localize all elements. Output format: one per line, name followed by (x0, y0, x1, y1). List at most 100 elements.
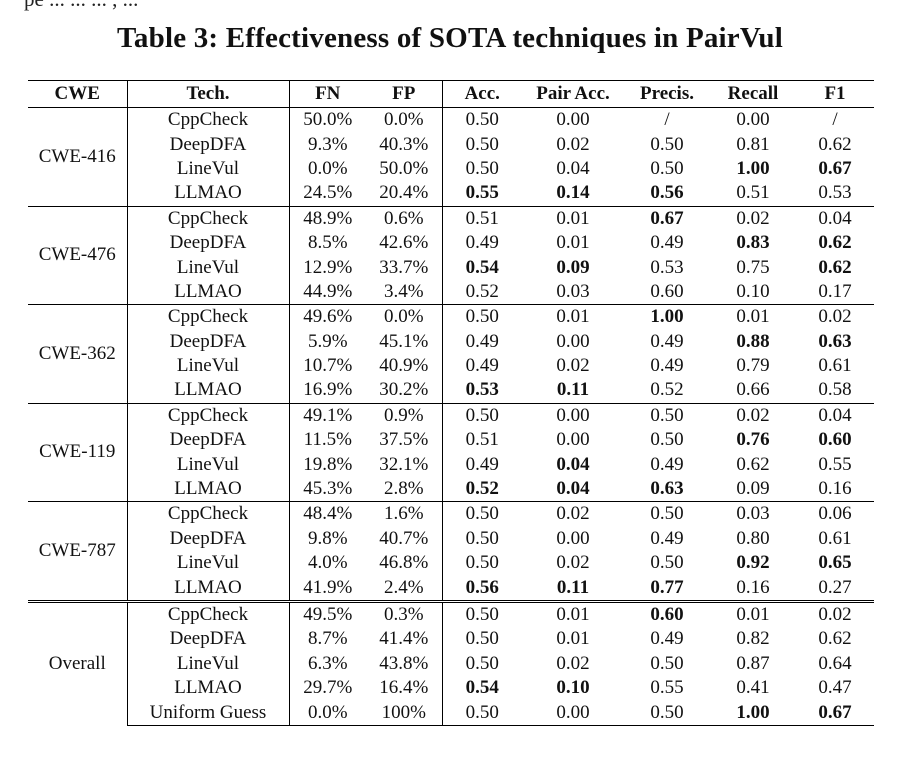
tech-cell: LineVul (127, 551, 290, 576)
pair-acc-cell: 0.00 (522, 700, 624, 726)
table-row: LineVul 6.3% 43.8% 0.50 0.02 0.50 0.87 0.64 (28, 651, 874, 676)
recall-cell: 0.41 (736, 677, 770, 699)
f1-cell: 0.62 (818, 628, 852, 650)
cwe-group-label: CWE-416 (28, 107, 128, 207)
fn-cell: 9.8% (307, 527, 348, 549)
precis-cell: 0.49 (650, 232, 684, 254)
fn-cell: 44.9% (303, 280, 353, 302)
f1-cell: 0.55 (818, 453, 852, 475)
pair-acc-cell: 0.04 (556, 453, 590, 475)
acc-cell: 0.50 (442, 402, 522, 429)
fp-cell: 40.7% (366, 526, 443, 552)
tech-cell: DeepDFA (127, 627, 290, 652)
table-row: LineVul 0.0% 50.0% 0.50 0.04 0.50 1.00 0.67 (28, 156, 874, 182)
fp-cell: 32.1% (366, 452, 443, 477)
f1-cell: 0.27 (818, 576, 852, 598)
pair-acc-cell: 0.00 (556, 527, 590, 549)
fp-cell: 41.4% (366, 627, 443, 652)
recall-cell: 0.79 (736, 355, 770, 377)
acc-cell: 0.50 (442, 501, 522, 527)
header-fp: FP (366, 80, 443, 108)
precis-cell: 0.56 (650, 182, 684, 204)
table-row: LineVul 10.7% 40.9% 0.49 0.02 0.49 0.79 0.61 (28, 353, 874, 379)
acc-cell: 0.56 (465, 576, 499, 598)
acc-cell: 0.51 (442, 205, 522, 231)
acc-cell: 0.50 (465, 157, 499, 179)
acc-cell: 0.49 (465, 355, 499, 377)
precis-cell: 0.50 (624, 700, 710, 726)
fp-cell: 33.7% (366, 255, 443, 280)
fp-cell: 20.4% (366, 181, 443, 207)
acc-cell: 0.50 (442, 700, 522, 726)
fp-cell: 0.9% (366, 402, 443, 429)
f1-cell: 0.02 (796, 599, 874, 628)
fp-cell: 43.8% (366, 651, 443, 676)
fp-cell: 46.8% (366, 551, 443, 576)
recall-cell: 0.02 (710, 205, 796, 231)
acc-cell: 0.50 (465, 527, 499, 549)
f1-cell: 0.53 (818, 182, 852, 204)
precis-cell: 0.49 (650, 330, 684, 352)
tech-cell: LineVul (127, 156, 290, 182)
fn-cell: 11.5% (303, 429, 352, 451)
fn-cell: 0.0% (289, 700, 366, 726)
pair-acc-cell: 0.01 (556, 232, 590, 254)
fn-cell: 49.6% (289, 304, 366, 330)
fp-cell: 100% (366, 700, 443, 726)
recall-cell: 1.00 (710, 700, 796, 726)
fn-cell: 49.1% (289, 402, 366, 429)
recall-cell: 0.03 (710, 501, 796, 527)
f1-cell: 0.62 (818, 232, 852, 254)
acc-cell: 0.50 (465, 628, 499, 650)
f1-cell: / (832, 109, 838, 131)
f1-cell: 0.63 (818, 330, 852, 352)
previous-text-cutoff: pe ... ... ... , ... (24, 0, 138, 12)
table-row: CWE-362 CppCheck 49.6% 0.0% 0.50 0.01 1.00 0.01… (28, 304, 874, 404)
recall-cell: 0.01 (710, 599, 796, 628)
pair-acc-cell: 0.01 (522, 304, 624, 330)
fp-cell: 2.4% (366, 575, 443, 602)
tech-cell: DeepDFA (127, 428, 290, 453)
pair-acc-cell: 0.04 (556, 478, 590, 500)
fp-cell: 16.4% (366, 675, 443, 701)
cwe-group-label: CWE-119 (28, 402, 128, 502)
table-row: DeepDFA 5.9% 45.1% 0.49 0.00 0.49 0.88 0.63 (28, 329, 874, 354)
acc-cell: 0.49 (465, 453, 499, 475)
table-row: LLMAO 45.3% 2.8% 0.52 0.04 0.63 0.09 0.16 (28, 476, 874, 502)
fn-cell: 24.5% (303, 182, 353, 204)
recall-cell: 0.66 (736, 379, 770, 401)
cwe-group-label: Overall (28, 599, 128, 726)
tech-cell: CppCheck (127, 501, 290, 527)
fn-cell: 12.9% (303, 256, 353, 278)
pair-acc-cell: 0.14 (556, 182, 590, 204)
fp-cell: 0.0% (366, 107, 443, 133)
precis-cell: 0.50 (624, 402, 710, 429)
recall-cell: 0.92 (736, 552, 770, 574)
fn-cell: 10.7% (303, 355, 353, 377)
precis-cell: 0.49 (650, 628, 684, 650)
header-precis: Precis. (624, 80, 710, 108)
cwe-group-label: CWE-476 (28, 205, 128, 305)
precis-cell: 0.67 (624, 205, 710, 231)
precis-cell: 0.49 (650, 453, 684, 475)
fn-cell: 50.0% (303, 109, 353, 131)
recall-cell: 0.76 (736, 429, 770, 451)
recall-cell: 0.88 (736, 330, 770, 352)
table-caption: Table 3: Effectiveness of SOTA technique… (117, 22, 783, 54)
pair-acc-cell: 0.00 (556, 330, 590, 352)
fn-cell: 0.0% (307, 157, 348, 179)
results-table: CWE Tech. FN FP Acc. Pair Acc. Precis. R… (28, 80, 874, 726)
fn-cell: 45.3% (303, 478, 353, 500)
table-row: LineVul 19.8% 32.1% 0.49 0.04 0.49 0.62 0.55 (28, 452, 874, 477)
precis-cell: 0.50 (650, 157, 684, 179)
acc-cell: 0.49 (465, 330, 499, 352)
tech-cell: Uniform Guess (127, 700, 290, 726)
table-row: LLMAO 24.5% 20.4% 0.55 0.14 0.56 0.51 0.53 (28, 181, 874, 207)
precis-cell: 0.49 (650, 527, 684, 549)
tech-cell: LLMAO (127, 575, 290, 602)
f1-cell: 0.65 (818, 552, 852, 574)
table-row: Uniform Guess 0.0% 100% 0.50 0.00 0.50 1.00 0.6… (28, 700, 874, 726)
fp-cell: 0.3% (366, 599, 443, 628)
acc-cell: 0.49 (465, 232, 499, 254)
table-row: DeepDFA 9.3% 40.3% 0.50 0.02 0.50 0.81 0.62 (28, 132, 874, 157)
